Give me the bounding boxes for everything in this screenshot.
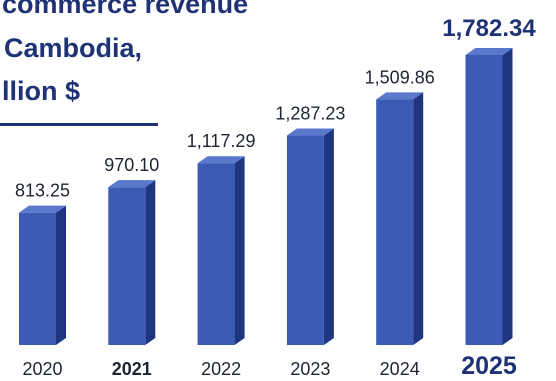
bar-side-2021 [145, 180, 156, 345]
bar-top-2020 [19, 205, 66, 213]
bar-2025 [465, 55, 503, 345]
chart-title-line-3: llion $ [2, 76, 81, 106]
bar-top-2021 [108, 180, 156, 188]
value-label-2023: 1,287.23 [275, 104, 345, 124]
bar-top-2024 [376, 92, 424, 100]
x-tick-label-2023: 2023 [290, 359, 330, 379]
value-label-2022: 1,117.29 [187, 131, 256, 151]
title-underline [0, 123, 158, 126]
bar-side-2020 [56, 205, 66, 345]
x-tick-label-2022: 2022 [201, 359, 241, 379]
value-label-2024: 1,509.86 [365, 67, 435, 87]
bar-2021 [108, 187, 146, 345]
chart-title-line-2: Cambodia, [4, 33, 143, 63]
bar-top-2022 [197, 156, 245, 164]
bar-side-2025 [502, 48, 513, 345]
bar-side-2023 [323, 128, 334, 345]
x-tick-label-2020: 2020 [22, 359, 62, 379]
bar-side-2024 [413, 92, 424, 345]
bar-2022 [197, 163, 235, 345]
x-tick-label-2025: 2025 [461, 352, 517, 380]
bar-2023 [286, 135, 324, 345]
bar-top-2025 [465, 48, 513, 55]
bar-top-2023 [286, 128, 334, 136]
chart-title-line-1: commerce revenue [2, 0, 249, 19]
bar-2024 [376, 99, 414, 345]
bar-side-2022 [234, 156, 245, 345]
value-label-2020: 813.25 [15, 181, 70, 201]
value-label-2025: 1,782.34 [442, 15, 536, 42]
bar-2020 [19, 212, 56, 345]
x-tick-label-2024: 2024 [380, 359, 420, 379]
x-tick-label-2021: 2021 [112, 359, 152, 379]
value-label-2021: 970.10 [104, 155, 159, 175]
